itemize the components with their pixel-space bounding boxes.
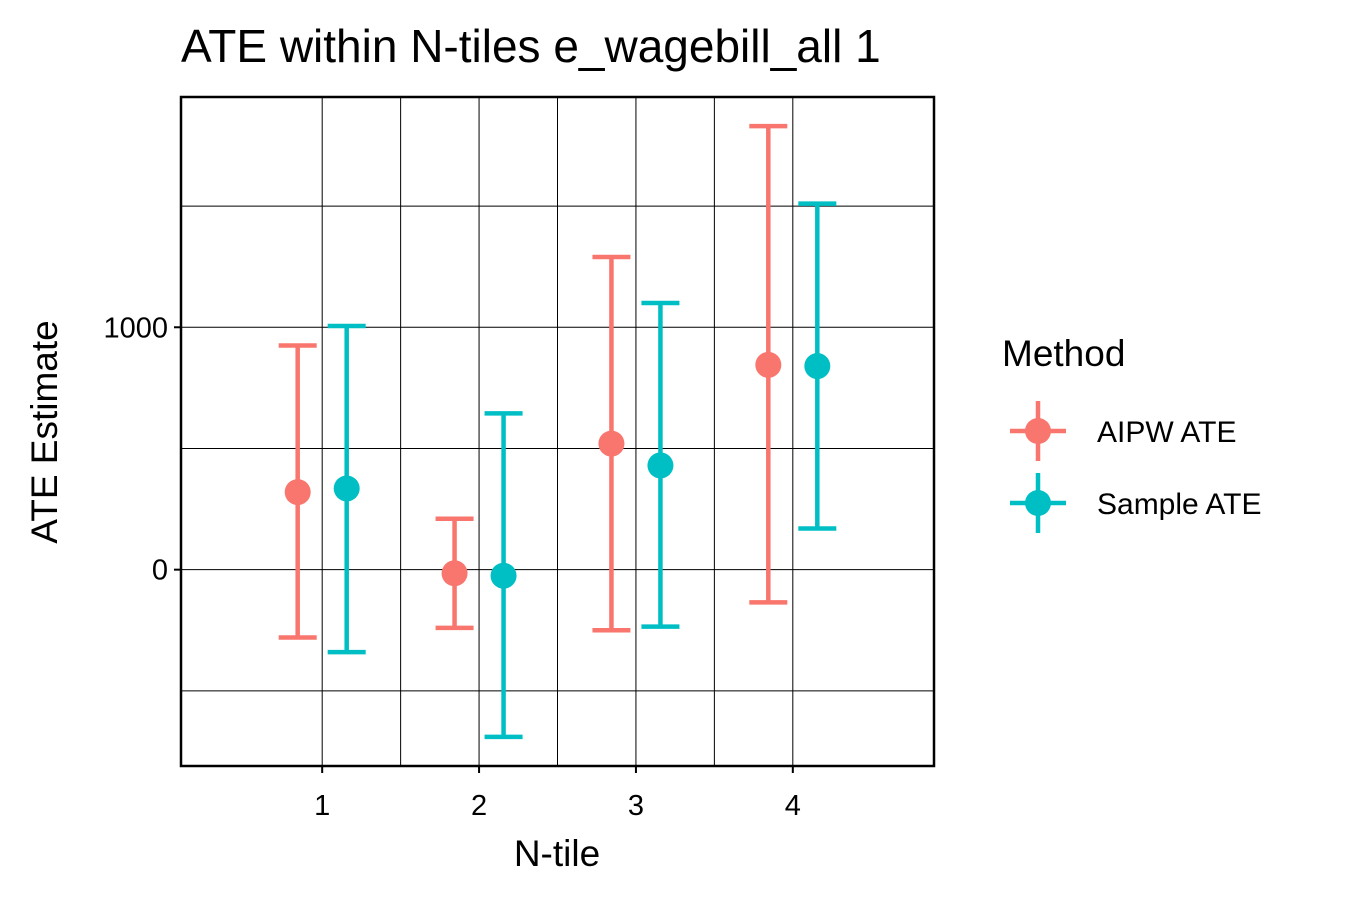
legend-label: AIPW ATE (1097, 416, 1236, 449)
x-tick-label: 2 (471, 790, 487, 822)
error-bar-aipw-ate (592, 254, 631, 633)
estimate-point (755, 351, 782, 378)
legend-label: Sample ATE (1097, 488, 1262, 521)
estimate-point (490, 562, 517, 589)
error-bar-aipw-ate (278, 343, 317, 640)
estimate-point (598, 430, 625, 457)
legend: Method AIPW ATE Sample ATE (1002, 333, 1262, 533)
legend-title: Method (1002, 333, 1125, 374)
chart-title: ATE within N-tiles e_wagebill_all 1 (181, 20, 881, 72)
x-tick-label: 1 (314, 790, 330, 822)
estimate-point (441, 560, 468, 587)
panel-border (179, 95, 936, 768)
error-bar-aipw-ate (435, 516, 474, 631)
legend-item: AIPW ATE (1010, 401, 1236, 461)
y-tick-label: 1000 (103, 312, 168, 344)
x-tick-label: 3 (628, 790, 644, 822)
error-bar-sample-ate (484, 411, 523, 740)
error-bar-sample-ate (641, 300, 680, 629)
error-bar-aipw-ate (749, 123, 788, 605)
x-tick-label: 4 (785, 790, 801, 822)
estimate-point (804, 353, 831, 380)
x-axis-title: N-tile (514, 833, 600, 874)
legend-key-point (1025, 418, 1051, 444)
legend-item: Sample ATE (1010, 473, 1262, 533)
plot-area: 0 1000 1 2 3 4 (103, 95, 936, 822)
estimate-point (333, 475, 360, 502)
estimate-point (284, 479, 311, 506)
y-axis-title: ATE Estimate (24, 320, 65, 543)
y-tick-label: 0 (152, 555, 168, 587)
error-bar-sample-ate (327, 323, 366, 655)
estimate-point (647, 452, 674, 479)
error-bar-sample-ate (798, 201, 837, 531)
legend-key-point (1025, 490, 1051, 516)
